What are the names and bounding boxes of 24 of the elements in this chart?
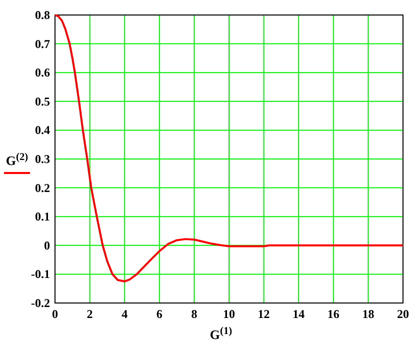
y-tick-label: 0.6: [35, 66, 50, 80]
y-tick-label: 0: [44, 238, 50, 252]
x-tick-label: 10: [223, 307, 235, 321]
y-tick-label: -0.2: [31, 296, 50, 310]
y-tick-label: 0.8: [35, 8, 50, 22]
x-tick-label: 14: [292, 307, 305, 321]
x-tick-label: 18: [362, 307, 374, 321]
y-tick-label: 0.4: [35, 123, 50, 138]
line-series: [54, 14, 404, 282]
y-tick-label: 0.3: [35, 152, 50, 166]
y-tick-label: 0.7: [35, 36, 50, 51]
x-tick-label: 4: [122, 307, 128, 321]
y-tick-label: -0.1: [31, 267, 50, 282]
x-tick-label: 8: [191, 307, 198, 321]
y-tick-label: 0.5: [35, 94, 50, 108]
x-axis-title: G$^{(1)}$: [210, 326, 232, 342]
y-tick-label: 0.2: [35, 180, 50, 195]
y-axis-title: G$^{(2)}$: [6, 152, 28, 168]
x-tick-label: 2: [86, 307, 93, 321]
x-tick-label: 16: [327, 307, 340, 321]
x-tick-label: 6: [156, 307, 162, 321]
x-tick-label: 20: [397, 307, 409, 321]
x-tick-label: 12: [258, 307, 270, 321]
y-tick-label: 0.1: [35, 210, 50, 224]
